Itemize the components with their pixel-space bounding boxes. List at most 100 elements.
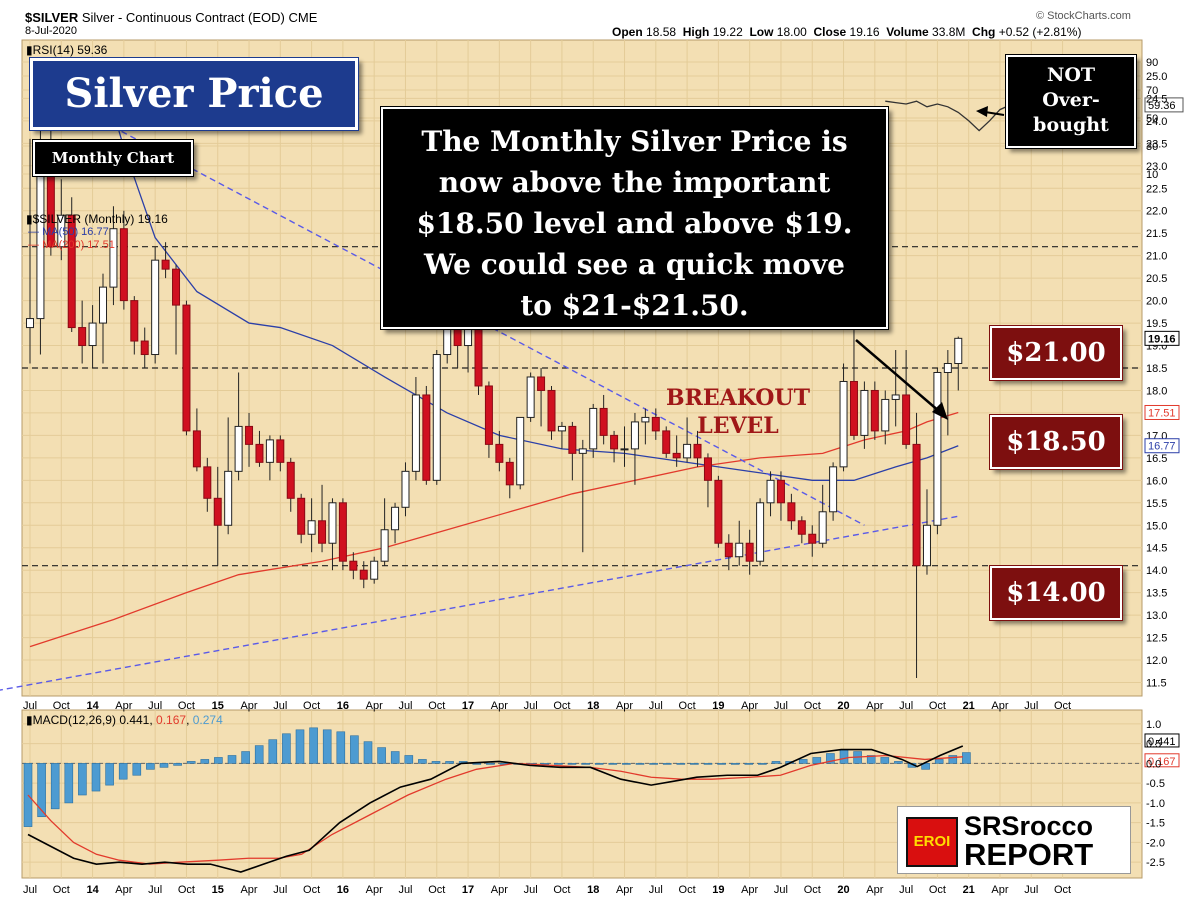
- x-tick-label: Oct: [178, 884, 195, 896]
- source-credit: © StockCharts.com: [1036, 10, 1131, 22]
- candle-body: [516, 416, 525, 486]
- x-tick-label: 20: [837, 884, 849, 896]
- macd-hist-bar: [567, 763, 577, 765]
- candle-body: [568, 425, 577, 454]
- candle-body: [693, 443, 702, 459]
- candle-body: [401, 470, 410, 508]
- macd-hist-bar: [404, 755, 414, 764]
- macd-hist-bar: [812, 757, 822, 764]
- candle-body: [26, 318, 34, 329]
- x-tick-label: Oct: [178, 700, 195, 712]
- x-tick-label: Jul: [398, 884, 412, 896]
- price-tick-label: 24.0: [1146, 116, 1167, 128]
- price-tick-label: 24.5: [1146, 93, 1167, 105]
- price-1850-box: $18.50: [989, 414, 1123, 470]
- macd-hist-bar: [173, 763, 182, 766]
- x-tick-label: Jul: [774, 884, 788, 896]
- x-tick-label: Apr: [866, 884, 883, 896]
- macd-hist-bar: [771, 761, 781, 764]
- x-tick-label: Jul: [649, 700, 663, 712]
- x-tick-label: Oct: [53, 884, 70, 896]
- x-tick-label: 16: [337, 884, 349, 896]
- x-tick-label: 18: [587, 700, 599, 712]
- macd-hist-bar: [186, 761, 196, 764]
- price-tick-label: 13.5: [1146, 588, 1167, 600]
- candle-body: [808, 533, 817, 544]
- candle-body: [683, 443, 692, 459]
- lower-trendline: [0, 515, 959, 691]
- candle-body: [265, 439, 274, 463]
- x-tick-label: Apr: [616, 700, 633, 712]
- macd-hist-bar: [50, 763, 60, 810]
- macd-hist-bar: [622, 763, 631, 765]
- candle-body: [599, 407, 608, 436]
- candle-body: [370, 560, 379, 580]
- x-tick-label: Jul: [398, 700, 412, 712]
- candle-body: [787, 502, 796, 522]
- candle-body: [620, 448, 629, 451]
- price-tick-label: 23.0: [1146, 161, 1167, 173]
- candle-body: [912, 443, 921, 567]
- eroi-cube-icon: EROI: [906, 817, 958, 867]
- macd-hist-bar: [91, 763, 101, 792]
- price-tick-label: 11.5: [1146, 678, 1167, 690]
- rsi-tick-label: 50: [1146, 113, 1158, 125]
- candle-body: [359, 569, 368, 580]
- candle-body: [860, 389, 869, 436]
- macd-hist-bar: [948, 755, 958, 764]
- macd-hist-bar: [676, 763, 686, 765]
- macd-hist-bar: [866, 755, 876, 764]
- macd-hist-bar: [703, 763, 713, 765]
- candle-body: [109, 228, 118, 288]
- macd-hist-bar: [64, 763, 74, 804]
- x-tick-label: Apr: [240, 884, 257, 896]
- x-tick-label: Oct: [53, 700, 70, 712]
- rsi-value-tag: [1144, 97, 1184, 113]
- x-tick-label: 21: [963, 884, 975, 896]
- candle-body: [745, 542, 754, 562]
- price-arrow-head: [932, 402, 948, 420]
- x-tick-label: 14: [86, 700, 99, 712]
- price-14-box: $14.00: [989, 565, 1123, 621]
- macd-hist-bar: [581, 763, 590, 765]
- candle-body: [537, 376, 546, 391]
- ma200-line: [29, 411, 959, 648]
- macd-legend: ▮MACD(12,26,9) 0.441, 0.167, 0.274: [26, 713, 223, 727]
- commentary-box: The Monthly Silver Price is now above th…: [380, 106, 889, 330]
- candle-body: [547, 389, 556, 432]
- x-tick-label: Oct: [804, 884, 821, 896]
- x-tick-label: Oct: [679, 884, 696, 896]
- x-tick-label: Jul: [148, 884, 162, 896]
- candle-body: [255, 443, 264, 463]
- x-tick-label: Jul: [774, 700, 788, 712]
- x-tick-label: 19: [712, 700, 724, 712]
- macd-hist-bar: [744, 763, 754, 765]
- x-tick-label: Oct: [303, 700, 320, 712]
- candle-body: [870, 389, 879, 432]
- chart-date: 8-Jul-2020: [25, 25, 77, 37]
- candle-body: [349, 560, 358, 571]
- breakout-label: BREAKOUT LEVEL: [666, 385, 810, 439]
- macd-hist-bar: [934, 759, 944, 764]
- candle-body: [161, 259, 170, 270]
- candle-body: [891, 394, 900, 400]
- candle-body: [151, 259, 160, 356]
- ma200-legend: — MA(200) 17.51: [28, 239, 115, 251]
- candle-body: [714, 479, 723, 544]
- macd-hist-bar: [350, 735, 359, 764]
- candle-body: [797, 520, 806, 535]
- x-tick-label: Apr: [991, 700, 1008, 712]
- macd-hist-bar: [758, 763, 767, 765]
- macd-hist-bar: [962, 752, 971, 764]
- macd-tick-label: 1.0: [1146, 719, 1161, 731]
- candle-body: [526, 376, 535, 418]
- candle-body: [933, 371, 942, 526]
- candle-body: [78, 327, 87, 347]
- candle-body: [881, 398, 890, 432]
- macd-hist-bar: [390, 751, 400, 764]
- price-tick-label: 12.0: [1146, 655, 1167, 667]
- rsi-arrow-head: [976, 106, 988, 117]
- x-tick-label: Jul: [273, 700, 287, 712]
- candle-body: [338, 502, 347, 562]
- x-tick-label: Jul: [148, 700, 162, 712]
